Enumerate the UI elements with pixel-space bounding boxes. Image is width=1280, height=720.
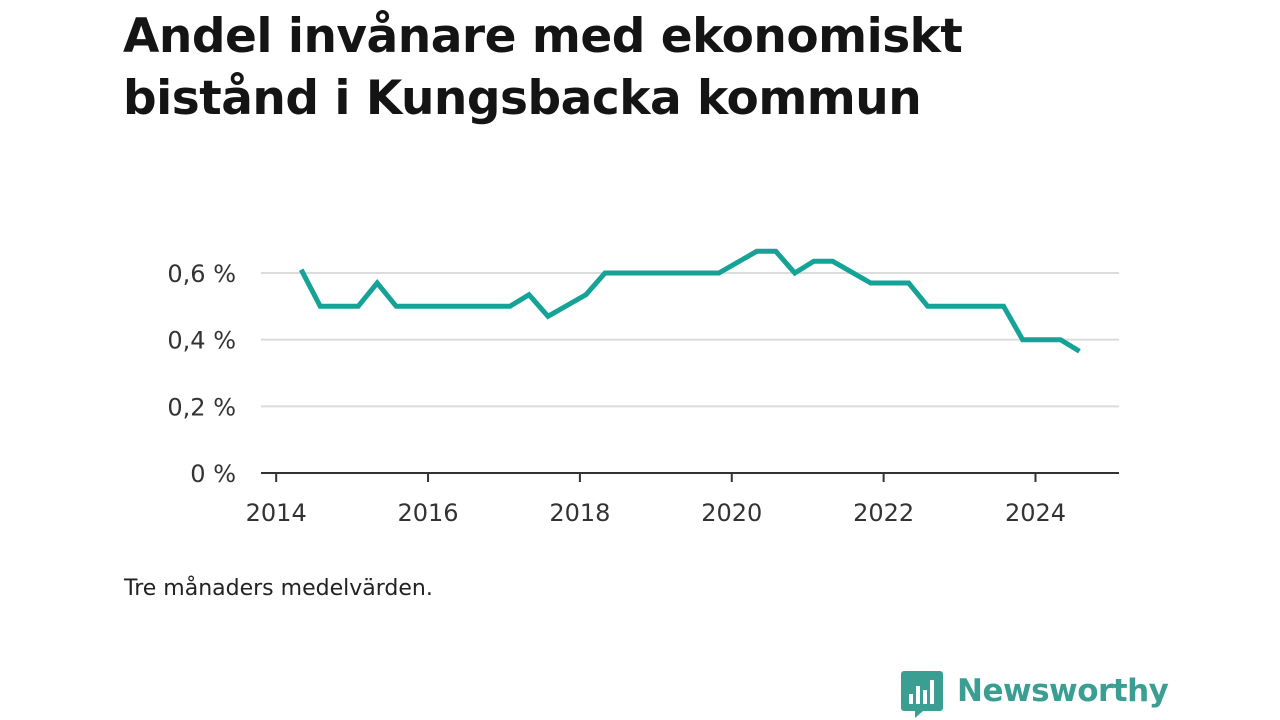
x-tick-label: 2024 (1005, 499, 1066, 527)
y-tick-label: 0,2 % (167, 393, 236, 421)
x-tick-label: 2018 (549, 499, 610, 527)
y-tick-label: 0,6 % (167, 260, 236, 288)
brand-name: Newsworthy (957, 673, 1169, 709)
series-line (298, 248, 1081, 354)
y-tick-label: 0 % (190, 460, 236, 488)
chart-caption: Tre månaders medelvärden. (124, 576, 433, 601)
newsworthy-logo-icon (901, 671, 943, 718)
x-tick-label: 2016 (398, 499, 459, 527)
chart-title: Andel invånare med ekonomiskt bistånd i … (123, 9, 963, 126)
y-tick-label: 0,4 % (167, 327, 236, 355)
x-tick-label: 2022 (853, 499, 914, 527)
x-tick-label: 2014 (246, 499, 307, 527)
x-tick-label: 2020 (701, 499, 762, 527)
newsworthy-brand[interactable]: Newsworthy (901, 670, 1169, 720)
